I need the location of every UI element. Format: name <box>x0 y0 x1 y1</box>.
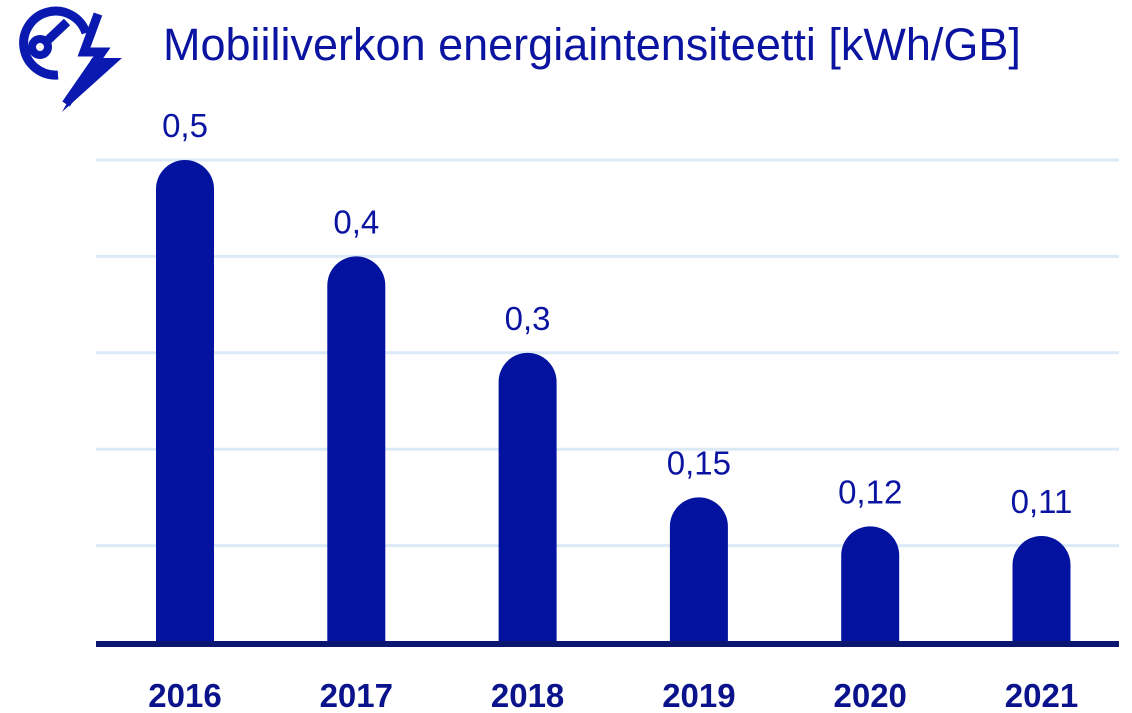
bar-2018 <box>498 352 557 642</box>
logo-bolt-head <box>62 58 122 112</box>
value-label-2018: 0,3 <box>505 300 551 337</box>
x-tick-label-2020: 2020 <box>833 677 906 713</box>
value-label-2017: 0,4 <box>333 203 379 240</box>
bars <box>156 160 1071 642</box>
x-tick-label-2021: 2021 <box>1005 677 1078 713</box>
energy-lightning-bolt-logo-icon <box>19 6 122 112</box>
logo-dot <box>28 35 52 59</box>
bar-2021 <box>1012 535 1071 642</box>
value-label-2021: 0,11 <box>1011 483 1073 520</box>
bar-2017 <box>327 256 386 642</box>
logo-ring <box>19 6 91 80</box>
value-label-2020: 0,12 <box>838 473 902 510</box>
bar-2016 <box>156 160 214 642</box>
x-tick-label-2018: 2018 <box>491 677 564 713</box>
gridlines <box>96 158 1119 548</box>
bar-2020 <box>841 526 900 642</box>
x-axis-tick-labels: 2016 2017 2018 2019 2020 2021 <box>148 677 1078 713</box>
value-label-2019: 0,15 <box>667 444 731 481</box>
chart-title: Mobiiliverkon energiaintensiteetti [kWh/… <box>163 19 1021 70</box>
logo-shaft <box>43 18 71 45</box>
x-tick-label-2016: 2016 <box>148 677 221 713</box>
value-labels: 0,5 0,4 0,3 0,15 0,12 0,11 <box>162 107 1072 520</box>
x-tick-label-2019: 2019 <box>662 677 735 713</box>
x-tick-label-2017: 2017 <box>320 677 393 713</box>
bar-2019 <box>669 497 728 642</box>
value-label-2016: 0,5 <box>162 107 208 144</box>
